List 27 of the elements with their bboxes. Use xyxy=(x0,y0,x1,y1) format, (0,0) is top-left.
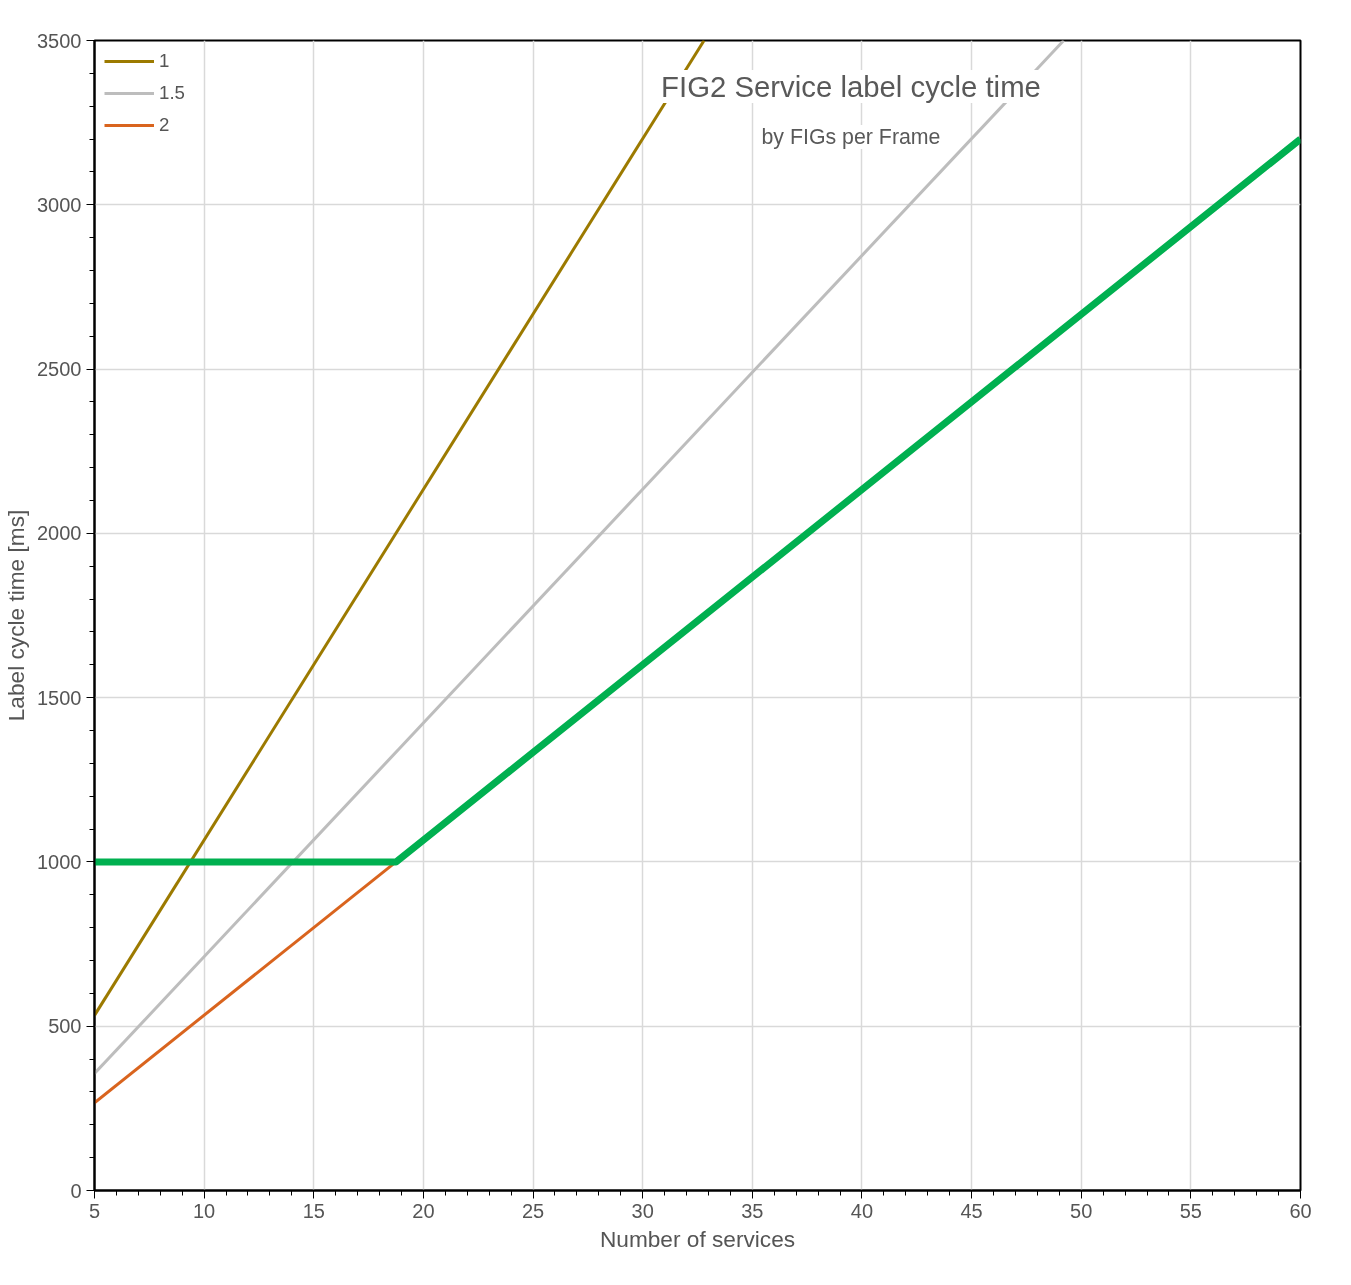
y-tick-label: 1500 xyxy=(37,686,82,709)
x-tick-label: 25 xyxy=(521,1199,545,1222)
legend-label: 2 xyxy=(159,114,171,136)
x-tick-label: 55 xyxy=(1179,1199,1202,1222)
legend-label: 1 xyxy=(159,50,171,72)
y-tick-label: 3500 xyxy=(37,29,82,52)
x-tick-label: 40 xyxy=(850,1199,874,1222)
y-tick-label: 0 xyxy=(70,1179,82,1202)
x-axis-title: Number of services xyxy=(599,1225,796,1252)
x-tick-label: 20 xyxy=(412,1199,435,1222)
x-tick-label: 10 xyxy=(193,1199,216,1222)
y-tick-label: 3000 xyxy=(37,193,82,216)
y-tick-label: 500 xyxy=(48,1015,82,1038)
x-tick-label: 45 xyxy=(960,1199,983,1222)
x-tick-label: 15 xyxy=(302,1199,325,1222)
x-tick-label: 30 xyxy=(631,1199,654,1222)
x-tick-label: 50 xyxy=(1070,1199,1093,1222)
x-tick-label: 60 xyxy=(1289,1199,1312,1222)
x-tick-label: 5 xyxy=(88,1199,101,1222)
y-axis-title: Label cycle time [ms] xyxy=(3,509,30,722)
x-tick-label: 35 xyxy=(741,1199,764,1222)
text: by FIGs per Frame xyxy=(761,124,941,149)
y-tick-label: 1000 xyxy=(37,850,82,873)
y-tick-label: 2000 xyxy=(37,522,82,545)
legend-label: 1.5 xyxy=(159,82,185,104)
text: FIG2 Service label cycle time xyxy=(661,69,1041,103)
y-tick-label: 2500 xyxy=(37,358,82,381)
